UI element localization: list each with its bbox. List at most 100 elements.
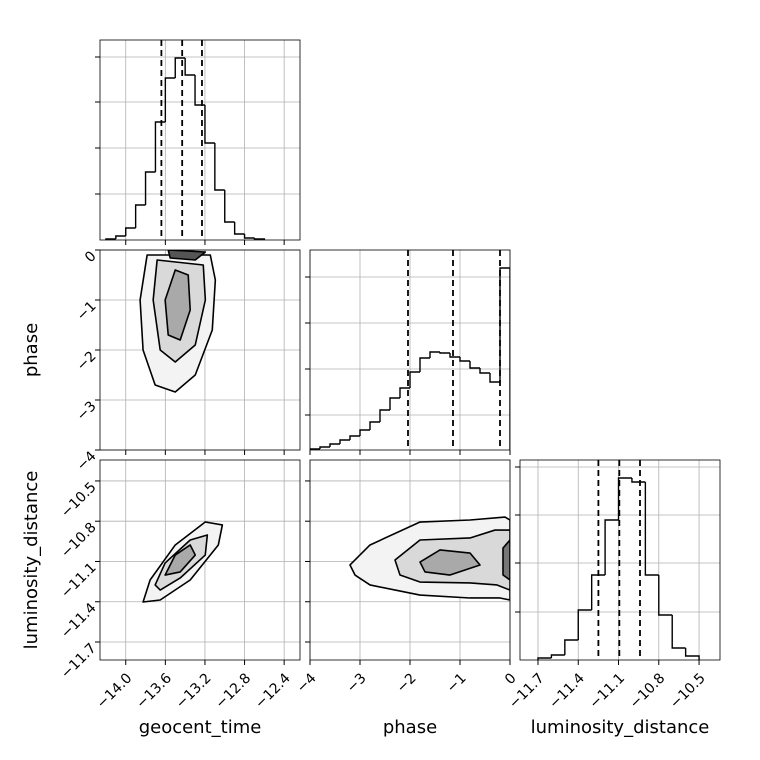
- histogram-bin: [499, 267, 510, 450]
- x-tick-label: −10.8: [627, 670, 669, 712]
- panel-frame: [309, 249, 511, 451]
- histogram-bin: [489, 373, 500, 383]
- x-tick-label: −12.4: [252, 670, 294, 712]
- histogram-bin: [379, 409, 390, 422]
- y-tick-label: −4: [74, 448, 100, 474]
- histogram-bin: [684, 648, 700, 660]
- histogram-bin: [671, 615, 686, 649]
- histogram-bin: [399, 387, 410, 398]
- plot-area: [349, 516, 510, 601]
- panel: [305, 249, 511, 455]
- plot-area: [142, 521, 224, 603]
- y-tick-label: 0: [82, 248, 100, 266]
- histogram-bin: [369, 421, 380, 430]
- y-tick-label: −1: [74, 298, 100, 324]
- histogram-bin: [349, 435, 360, 440]
- histogram-bin: [429, 351, 440, 358]
- y-tick-label: −11.1: [58, 560, 100, 602]
- histogram-bin: [537, 657, 552, 660]
- plot-area: [105, 40, 266, 240]
- x-tick-label: −11.4: [546, 670, 588, 712]
- panel: −4 −3 −2 −1 0 phase: [294, 459, 520, 738]
- panel: −11.7−11.4−11.1−10.8−10.5luminosity_dist…: [506, 459, 721, 738]
- y-tick-label: −2: [74, 348, 100, 374]
- histogram-bin: [253, 238, 266, 240]
- plot-area: [139, 250, 217, 393]
- plot-area: [310, 250, 510, 450]
- histogram-bin: [329, 443, 340, 447]
- histogram-bin: [459, 357, 470, 362]
- panel-frame: [99, 459, 301, 661]
- histogram-bin: [564, 639, 579, 655]
- y-tick-label: −11.4: [58, 600, 100, 642]
- histogram-bin: [194, 75, 205, 106]
- y-axis-label: phase: [21, 323, 42, 377]
- histogram-bin: [174, 57, 186, 78]
- contour: [502, 539, 510, 581]
- histogram-bin: [164, 77, 176, 122]
- histogram-bin: [479, 368, 490, 374]
- histogram-bin: [184, 58, 196, 76]
- x-tick-label: −11.1: [587, 670, 629, 712]
- x-tick-label: −13.2: [173, 670, 215, 712]
- plot-area: [537, 460, 700, 660]
- x-tick-label: −1: [444, 670, 470, 696]
- x-axis-label: luminosity_distance: [531, 717, 710, 738]
- panel: −14.0−13.6−13.2−12.8−12.4 −10.5−10.8−11.1…: [21, 459, 301, 738]
- histogram-bin: [339, 439, 350, 444]
- histogram-bin: [644, 482, 659, 576]
- histogram-bin: [590, 574, 606, 610]
- histogram-bin: [631, 478, 646, 483]
- histogram-bin: [134, 204, 146, 228]
- contour: [164, 269, 191, 341]
- histogram-bin: [310, 448, 320, 450]
- histogram-bin: [144, 171, 156, 205]
- panel-frame: [309, 459, 511, 661]
- histogram-bin: [577, 609, 592, 640]
- histogram-bin: [233, 222, 245, 235]
- x-tick-label: 0: [502, 670, 520, 688]
- histogram-bin: [469, 361, 480, 369]
- histogram-bin: [154, 121, 166, 172]
- x-tick-label: −10.5: [667, 670, 709, 712]
- panel-frame: [519, 459, 721, 661]
- contour: [167, 250, 207, 261]
- histogram-bin: [658, 575, 673, 616]
- contour: [419, 549, 481, 576]
- histogram-bin: [125, 227, 136, 236]
- y-axis-label: luminosity_distance: [21, 471, 42, 650]
- x-tick-label: −3: [344, 670, 370, 696]
- histogram-bin: [409, 371, 420, 388]
- histogram-bin: [224, 190, 235, 223]
- panel-frame: [99, 249, 301, 451]
- x-tick-label: −13.6: [133, 670, 175, 712]
- histogram-bin: [115, 235, 126, 239]
- x-tick-label: −14.0: [94, 670, 136, 712]
- histogram-bin: [449, 353, 460, 358]
- x-tick-label: −12.8: [213, 670, 255, 712]
- histogram-bin: [243, 234, 255, 239]
- y-tick-label: −11.7: [58, 640, 100, 682]
- histogram-bin: [389, 397, 400, 410]
- panel: 0 −1 −2 −3 −4 phase: [21, 248, 301, 474]
- histogram-bin: [604, 519, 619, 575]
- panel-frame: [99, 39, 301, 241]
- histogram-bin: [439, 352, 450, 354]
- y-tick-label: −3: [74, 398, 100, 424]
- y-tick-label: −10.5: [58, 479, 100, 521]
- x-axis-label: phase: [383, 717, 437, 738]
- y-tick-label: −10.8: [58, 520, 100, 562]
- histogram-bin: [214, 143, 225, 191]
- histogram-bin: [419, 357, 430, 372]
- histogram-bin: [617, 477, 632, 520]
- x-tick-label: −2: [394, 670, 420, 696]
- histogram-bin: [319, 446, 330, 449]
- histogram-bin: [359, 429, 370, 436]
- x-tick-label: −4: [294, 670, 320, 696]
- histogram-bin: [550, 654, 565, 658]
- contour: [164, 544, 197, 576]
- x-axis-label: geocent_time: [139, 717, 262, 738]
- histogram-bin: [204, 105, 215, 144]
- panel: [95, 39, 301, 245]
